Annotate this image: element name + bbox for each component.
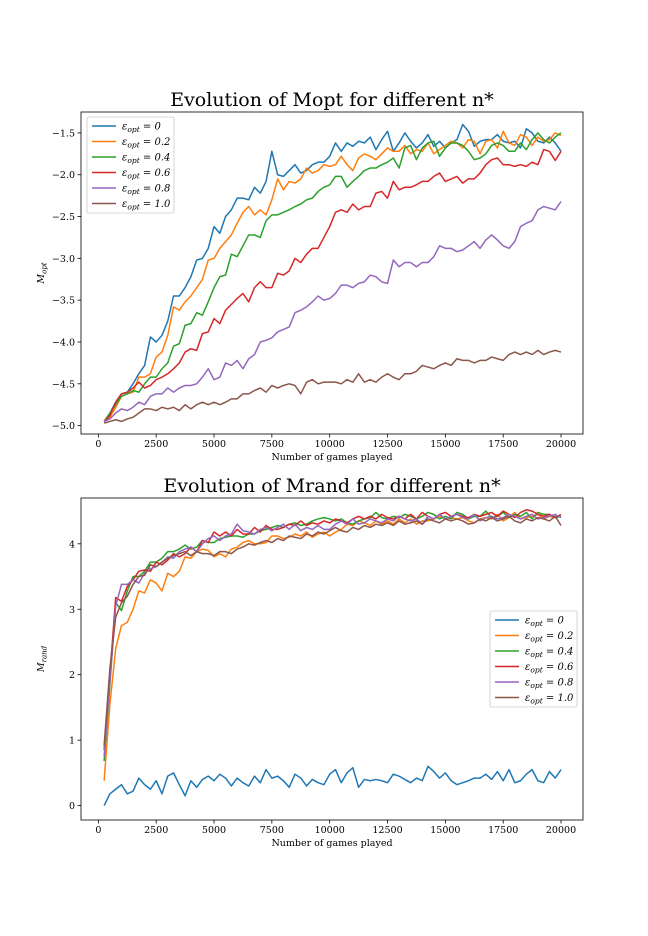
y-tick-label: 1 [69,736,75,747]
x-axis-label: Number of games played [271,452,392,463]
series-line-5 [103,201,562,423]
y-tick-label: −3.5 [52,296,75,307]
y-tick-label: −4.0 [52,338,75,349]
x-tick-label: 10000 [315,439,345,450]
legend-label-4: εopt = 0.6 [122,168,171,181]
legend-label-5: εopt = 0.8 [122,184,170,197]
series-line-4 [103,509,562,751]
x-tick-label: 17500 [488,439,518,450]
x-tick-label: 5000 [202,439,226,450]
y-tick-label: −3.0 [52,254,75,265]
x-tick-label: 15000 [430,439,460,450]
series-line-3 [103,510,562,762]
x-tick-label: 20000 [546,439,576,450]
x-tick-label: 0 [95,439,101,450]
legend-label-6: εopt = 1.0 [122,199,171,212]
y-axis-label: Mopt [36,262,49,284]
series-line-6 [103,515,562,746]
x-tick-label: 2500 [144,825,168,836]
chart-1: Evolution of Mopt for different n* 0 2500 5… [36,89,584,463]
legend-label-2: εopt = 0.2 [122,137,170,150]
y-tick-label: −4.5 [52,379,75,390]
x-tick-label: 20000 [546,825,576,836]
y-tick-label: −2.0 [52,170,75,181]
series-line-1 [103,123,562,422]
x-tick-label: 10000 [315,825,345,836]
legend-label-3: εopt = 0.4 [525,647,573,660]
series-line-1 [103,765,562,806]
series-line-2 [103,130,562,423]
x-tick-label: 17500 [488,825,518,836]
legend-label-4: εopt = 0.6 [525,662,574,675]
chart-title: Evolution of Mopt for different n* [170,89,494,111]
series-line-3 [103,132,562,422]
series-line-5 [103,513,562,757]
x-axis-label: Number of games played [271,838,392,849]
x-tick-label: 12500 [372,825,402,836]
y-axis-label: Mrand [36,645,49,673]
legend-label-6: εopt = 1.0 [525,693,574,706]
x-tick-label: 5000 [202,825,226,836]
series-lines [103,509,562,806]
y-tick-label: 0 [69,801,75,812]
x-tick-label: 7500 [260,439,284,450]
legend-label-1: εopt = 0 [122,122,161,135]
x-tick-label: 7500 [260,825,284,836]
y-tick-label: 4 [69,539,75,550]
y-tick-label: 3 [69,605,75,616]
y-tick-label: 2 [69,670,75,681]
y-tick-label: −5.0 [52,421,75,432]
chart-title: Evolution of Mrand for different n* [163,475,501,497]
legend-label-3: εopt = 0.4 [122,153,170,166]
series-lines [103,123,562,424]
x-tick-label: 15000 [430,825,460,836]
legend-label-5: εopt = 0.8 [525,678,573,691]
x-tick-label: 0 [95,825,101,836]
legend: εopt = 0 εopt = 0.2 εopt = 0.4 εopt = 0.6 εo… [489,610,578,708]
x-tick-label: 12500 [372,439,402,450]
plot-frame [80,497,584,821]
legend-label-1: εopt = 0 [525,616,564,629]
legend: εopt = 0 εopt = 0.2 εopt = 0.4 εopt = 0.6 εo… [86,116,175,214]
legend-label-2: εopt = 0.2 [525,631,573,644]
x-tick-label: 2500 [144,439,168,450]
y-tick-label: −1.5 [52,128,75,139]
series-line-4 [103,148,562,422]
y-tick-label: −2.5 [52,212,75,223]
chart-2: Evolution of Mrand for different n*0 2500… [36,475,584,849]
series-line-6 [103,349,562,424]
plot-frame [80,111,584,435]
